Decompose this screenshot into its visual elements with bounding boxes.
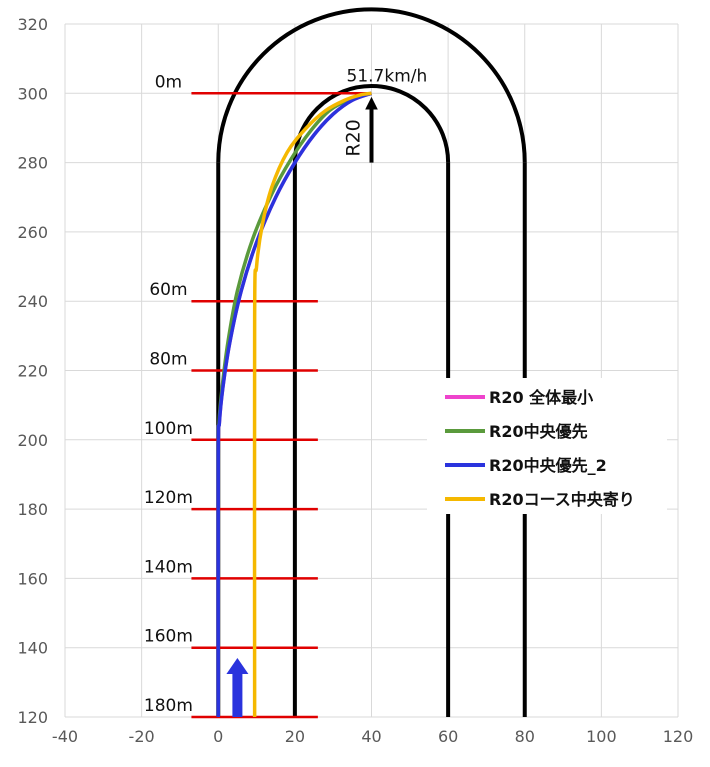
y-tick-label: 260 (17, 223, 48, 242)
x-tick-label: 120 (663, 727, 694, 746)
distance-marker-label: 100m (144, 419, 193, 439)
legend-label: R20中央優先_2 (489, 456, 607, 475)
x-tick-label: -40 (52, 727, 78, 746)
distance-marker-label: 140m (144, 557, 193, 577)
legend-label: R20中央優先 (489, 422, 588, 441)
y-tick-label: 160 (17, 569, 48, 588)
speed-annotation: 51.7km/h (347, 66, 428, 86)
legend-label: R20コース中央寄り (489, 490, 635, 509)
x-tick-label: 60 (438, 727, 458, 746)
y-tick-label: 140 (17, 639, 48, 658)
radius-label: R20 (343, 119, 365, 156)
distance-marker-label: 80m (149, 350, 187, 370)
y-tick-label: 300 (17, 84, 48, 103)
x-tick-label: 20 (285, 727, 305, 746)
legend-box (427, 378, 667, 514)
distance-marker-label: 160m (144, 627, 193, 647)
y-tick-label: 180 (17, 500, 48, 519)
start-direction-arrow (226, 657, 249, 717)
legend: R20 全体最小 R20中央優先 R20中央優先_2 R20コース中央寄り (427, 378, 667, 514)
series-line-3 (216, 91, 373, 718)
y-tick-label: 200 (17, 431, 48, 450)
x-tick-label: 100 (586, 727, 617, 746)
track-outer-turn (216, 7, 527, 163)
legend-label: R20 全体最小 (489, 388, 593, 407)
y-tick-label: 220 (17, 362, 48, 381)
series-line-4 (252, 91, 372, 718)
distance-marker-label: 60m (149, 280, 187, 300)
y-tick-label: 240 (17, 292, 48, 311)
x-tick-label: -20 (129, 727, 155, 746)
x-tick-label: 80 (515, 727, 535, 746)
y-tick-label: 320 (17, 15, 48, 34)
distance-marker-label: 0m (155, 72, 182, 92)
distance-marker-label: 180m (144, 696, 193, 716)
distance-marker-label: 120m (144, 488, 193, 508)
x-tick-label: 40 (361, 727, 381, 746)
y-tick-label: 120 (17, 708, 48, 727)
y-tick-label: 280 (17, 154, 48, 173)
track-inner-turn (292, 83, 451, 163)
x-tick-label: 0 (213, 727, 223, 746)
